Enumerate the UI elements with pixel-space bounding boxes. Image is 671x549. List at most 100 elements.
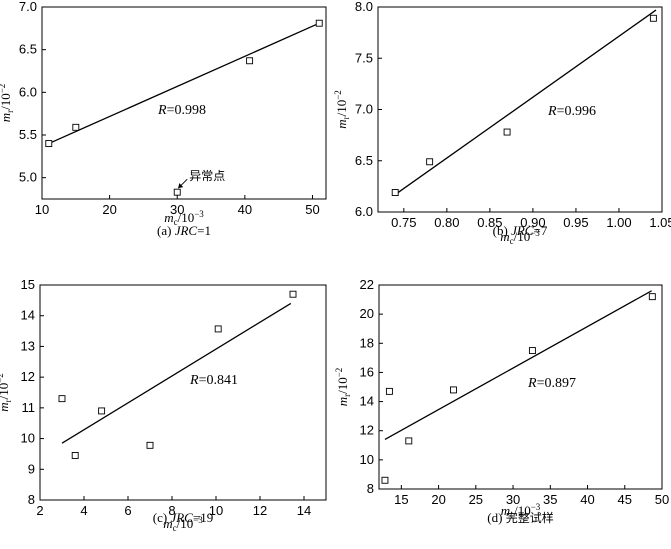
fit-line — [61, 302, 292, 444]
x-tick-label: 10 — [35, 202, 49, 217]
y-axis-subscript: r — [342, 394, 352, 397]
caption-prefix: (b) — [493, 223, 511, 238]
x-axis-subscript: c — [174, 217, 178, 227]
y-tick-label: 6.0 — [19, 84, 37, 99]
chart-panel-b: 0.75 0.80 0.85 0.90 0.95 1.00 1.05 6.0 6.5 7.0 7.5… — [333, 0, 671, 246]
y-axis-power: −2 — [333, 90, 343, 100]
data-point — [649, 14, 657, 22]
y-tick-label: 8.0 — [355, 0, 373, 14]
x-tick-label: 25 — [469, 492, 483, 507]
x-tick-label: 20 — [102, 202, 116, 217]
y-tick-label: 10 — [21, 431, 35, 446]
x-axis-symbol: m — [163, 516, 172, 531]
y-axis-label: mr/10−2 — [333, 90, 351, 129]
r-value: =0.996 — [557, 104, 596, 119]
panel-caption: (d) 完整试样 — [487, 510, 553, 525]
y-axis-label: mr/10−2 — [0, 373, 13, 412]
x-tick-label: 12 — [253, 503, 267, 518]
caption-prefix: (a) — [157, 223, 175, 238]
r-symbol: R — [547, 104, 557, 119]
data-point — [146, 441, 154, 449]
data-point — [45, 140, 53, 147]
y-axis-power: −2 — [0, 373, 5, 383]
caption-prefix: (c) — [153, 510, 171, 525]
x-tick-label: 1.05 — [649, 215, 671, 230]
caption-italic: JRC — [175, 223, 198, 238]
y-tick-label: 7.0 — [355, 102, 373, 117]
x-tick-label: 0.90 — [520, 215, 545, 230]
data-point — [246, 57, 254, 65]
data-point — [405, 437, 413, 445]
y-axis-symbol: m — [335, 397, 350, 406]
y-axis-label: mr/10−2 — [334, 368, 352, 407]
x-tick-label: 4 — [80, 503, 87, 518]
x-axis-symbol: m — [501, 503, 510, 518]
y-axis-symbol: m — [334, 119, 349, 128]
x-axis-unit: /10 — [514, 503, 531, 518]
y-axis-unit: /10 — [0, 93, 13, 110]
x-tick-label: 0.80 — [434, 215, 459, 230]
y-tick-label: 12 — [360, 423, 374, 438]
y-axis-subscript: r — [3, 399, 13, 402]
caption-italic: JRC — [170, 510, 193, 525]
y-tick-label: 14 — [21, 308, 35, 323]
y-axis-label: mr/10−2 — [0, 84, 15, 123]
x-axis-power: −3 — [531, 502, 541, 512]
y-tick-label: 5.0 — [19, 170, 37, 185]
y-tick-label: 9 — [28, 461, 35, 476]
chart-panel-d: 15 20 25 30 35 40 45 50810121416182022R=0.897mc… — [334, 277, 669, 525]
x-axis-symbol: m — [164, 210, 173, 225]
x-axis-subscript: c — [173, 523, 177, 533]
x-axis-subscript: c — [510, 236, 514, 246]
data-point — [98, 407, 106, 415]
x-axis-label: mc/10−3 — [163, 515, 203, 533]
x-axis-label: mc/10−3 — [501, 502, 541, 520]
r-value: =0.841 — [199, 373, 238, 388]
x-tick-label: 30 — [170, 202, 184, 217]
fit-line — [384, 290, 652, 441]
r-annotation: R=0.897 — [527, 376, 576, 391]
y-tick-label: 18 — [360, 335, 374, 350]
x-tick-label: 30 — [506, 492, 520, 507]
plot-frame — [378, 284, 663, 490]
x-tick-label: 20 — [431, 492, 445, 507]
chart-panel-c: 246810121489101112131415R=0.841mc/10−3mr… — [0, 277, 327, 533]
x-axis-label: mc/10−3 — [500, 228, 540, 246]
data-point — [71, 452, 79, 459]
panel-caption: (b) JRC=7 — [493, 223, 548, 238]
x-tick-label: 10 — [209, 503, 223, 518]
y-tick-label: 22 — [360, 277, 374, 292]
y-axis-unit: /10 — [335, 377, 350, 394]
x-axis-power: −3 — [194, 209, 204, 219]
outlier-label: 异常点 — [189, 169, 225, 183]
x-axis-subscript: c — [510, 510, 514, 520]
x-tick-label: 0.95 — [563, 215, 588, 230]
x-tick-label: 45 — [618, 492, 632, 507]
y-tick-label: 14 — [360, 394, 374, 409]
outlier-arrowhead — [178, 183, 184, 189]
y-tick-label: 15 — [21, 277, 35, 292]
panel-caption: (c) JRC=19 — [153, 510, 213, 525]
y-tick-label: 11 — [22, 400, 36, 415]
x-tick-label: 50 — [305, 202, 319, 217]
caption-prefix: (d) — [487, 510, 505, 525]
chart-panel-a: 10 20 30 40 505.05.56.06.57.0R=0.998异常点mc/10… — [0, 0, 327, 238]
caption-suffix: =1 — [197, 223, 211, 238]
y-axis-unit: /10 — [334, 100, 349, 117]
x-tick-label: 2 — [36, 503, 43, 518]
y-axis-power: −2 — [334, 368, 344, 378]
y-tick-label: 6.5 — [19, 42, 37, 57]
x-axis-unit: /10 — [177, 516, 194, 531]
x-axis-unit: /10 — [178, 210, 195, 225]
caption-suffix: =19 — [193, 510, 213, 525]
x-tick-label: 8 — [168, 503, 175, 518]
r-symbol: R — [157, 103, 167, 118]
x-axis-symbol: m — [500, 229, 509, 244]
r-value: =0.897 — [537, 376, 576, 391]
plot-frame — [39, 284, 327, 501]
data-point — [648, 293, 656, 301]
y-tick-label: 13 — [21, 338, 35, 353]
panel-caption: (a) JRC=1 — [157, 223, 211, 238]
x-tick-label: 50 — [655, 492, 669, 507]
